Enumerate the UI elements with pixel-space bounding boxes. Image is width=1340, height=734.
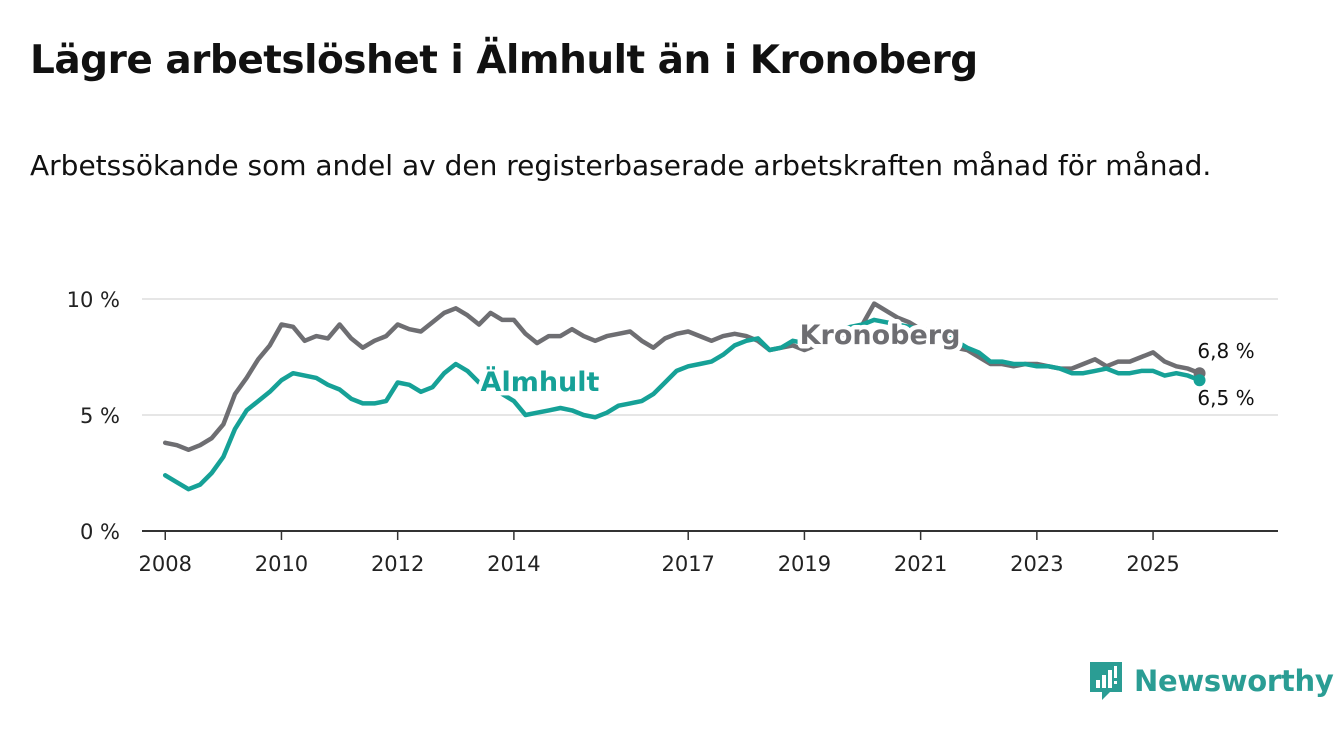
series-labels: Kronoberg Älmhult 6,8 % 6,5 % [476, 316, 1258, 414]
newsworthy-brand-name: Newsworthy [1134, 664, 1334, 698]
newsworthy-brand[interactable]: Newsworthy [1088, 660, 1334, 702]
kronoberg-line [162, 301, 1202, 453]
x-tick-label: 2010 [255, 552, 308, 576]
almhult-end-value-label: 6,5 % [1197, 386, 1254, 410]
gridlines [142, 298, 1278, 416]
chart-title: Lägre arbetslöshet i Älmhult än i Kronob… [30, 38, 978, 83]
chart-subtitle: Arbetssökande som andel av den registerb… [30, 149, 1212, 182]
almhult-end-marker [1193, 374, 1206, 387]
x-tick-label: 2012 [371, 552, 424, 576]
x-tick-label: 2008 [139, 552, 192, 576]
almhult-line [162, 317, 1202, 492]
x-tick-label: 2019 [778, 552, 831, 576]
kronoberg-end-value-label: 6,8 % [1197, 339, 1254, 363]
newsworthy-logo-icon [1090, 662, 1122, 700]
x-axis: 2008 2010 2012 2014 2017 2019 2021 2023 2025 [139, 530, 1278, 576]
x-tick-label: 2023 [1010, 552, 1063, 576]
line-chart: 0 %5 %10 % 2008 2010 2012 2014 2017 2019 2021 2… [67, 288, 1278, 576]
y-axis-labels: 0 % 5 % 10 % [67, 288, 120, 544]
x-tick-label: 2025 [1126, 552, 1179, 576]
x-tick-label: 2014 [487, 552, 540, 576]
almhult-series-label: Älmhult [481, 366, 600, 398]
x-tick-label: 2017 [661, 552, 714, 576]
x-tick-label: 2021 [894, 552, 947, 576]
series-lines [162, 301, 1206, 492]
y-tick-label: 5 % [80, 404, 120, 428]
y-tick-label: 10 % [67, 288, 120, 312]
kronoberg-series-label: Kronoberg [800, 320, 961, 351]
y-tick-label: 0 % [80, 520, 120, 544]
